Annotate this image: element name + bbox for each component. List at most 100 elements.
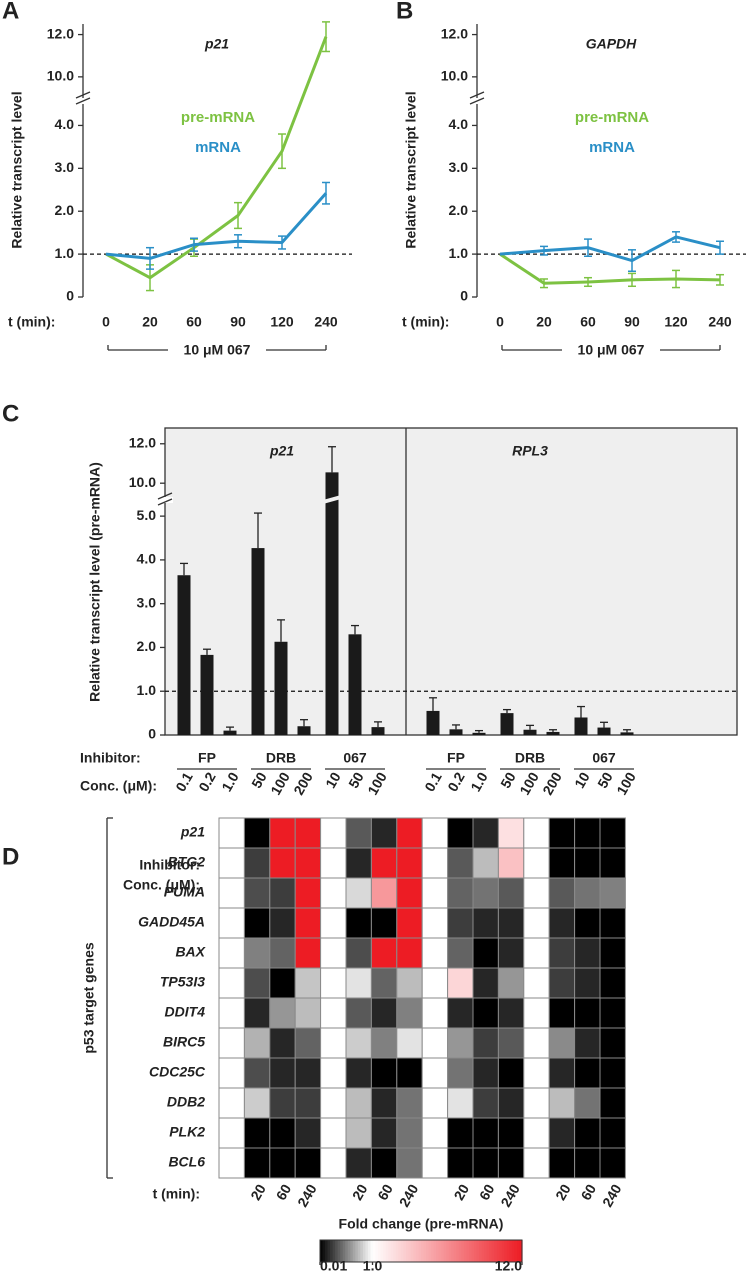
column-label: 240 — [497, 1181, 523, 1209]
category-label: 10 — [571, 769, 593, 791]
heatmap-cell — [243, 847, 271, 879]
bar — [325, 472, 339, 735]
colorbar-segment — [433, 1240, 437, 1262]
colorbar-segment — [367, 1240, 372, 1262]
x-axis-label: t (min): — [153, 1186, 200, 1202]
heatmap-cell — [574, 1147, 601, 1179]
bar — [223, 730, 237, 735]
heatmap-cell — [447, 1147, 474, 1179]
colorbar-segment — [463, 1240, 468, 1262]
heatmap-cell — [497, 817, 525, 849]
colorbar-segment — [491, 1240, 495, 1262]
y-tick-label: 5.0 — [137, 507, 157, 523]
colorbar-segment — [390, 1240, 394, 1262]
bar — [426, 710, 440, 735]
heatmap-cell — [345, 1057, 372, 1089]
heatmap-cell — [548, 907, 576, 939]
heatmap-cell — [599, 1057, 626, 1089]
colorbar-segment — [415, 1240, 420, 1262]
bar — [500, 713, 514, 735]
column-label: 20 — [450, 1181, 472, 1203]
heatmap-cell — [548, 847, 576, 879]
heatmap-cell — [574, 1117, 601, 1149]
series-line — [105, 36, 328, 280]
group-axis-label: Inhibitor: — [80, 750, 141, 766]
heatmap-cell — [294, 1057, 322, 1089]
bar — [620, 732, 634, 735]
row-label: BTG2 — [168, 854, 206, 870]
heatmap-cell — [574, 997, 601, 1029]
group-label: DRB — [515, 750, 545, 766]
heatmap-cell — [269, 1147, 296, 1179]
heatmap-cell — [320, 967, 347, 999]
x-tick-label: 120 — [664, 314, 688, 330]
heatmap-cell — [370, 1087, 398, 1119]
category-label: 1.0 — [467, 769, 491, 794]
category-label: 50 — [345, 769, 367, 791]
column-label: 60 — [577, 1181, 599, 1203]
heatmap-cell — [447, 967, 474, 999]
colorbar-segment — [327, 1240, 331, 1262]
row-label: p21 — [180, 824, 205, 840]
colorbar-segment — [484, 1240, 488, 1262]
heatmap-cell — [218, 997, 245, 1029]
column-label: 60 — [476, 1181, 498, 1203]
heatmap-cell — [218, 967, 245, 999]
bar — [449, 729, 463, 735]
axis-break-gap — [157, 497, 173, 503]
colorbar-tick-label: 12.0 — [495, 1258, 522, 1274]
y-tick-label: 1.0 — [137, 682, 157, 698]
y-tick-label: 4.0 — [55, 116, 75, 132]
heatmap-cell — [574, 847, 601, 879]
colorbar-segment — [413, 1240, 417, 1262]
colorbar-segment — [405, 1240, 409, 1262]
colorbar-segment — [375, 1240, 379, 1262]
heatmap-cell — [599, 847, 626, 879]
colorbar-segment — [383, 1240, 387, 1262]
colorbar-segment — [365, 1240, 369, 1262]
panel-title: RPL3 — [512, 443, 548, 459]
x-axis-label: t (min): — [8, 314, 55, 330]
colorbar-segment — [486, 1240, 490, 1262]
row-group-label: p53 target genes — [81, 942, 97, 1053]
category-label: 0.2 — [444, 769, 468, 794]
heatmap-cell — [574, 937, 601, 969]
heatmap-cell — [497, 967, 525, 999]
heatmap-cell — [421, 847, 449, 879]
heatmap-cell — [472, 1057, 499, 1089]
colorbar-segment — [340, 1240, 344, 1262]
heatmap-cell — [523, 817, 550, 849]
heatmap-cell — [345, 1117, 372, 1149]
heatmap-cell — [269, 817, 296, 849]
heatmap-cell — [294, 937, 322, 969]
colorbar-segment — [438, 1240, 442, 1262]
heatmap-cell — [370, 877, 398, 909]
colorbar-segment — [461, 1240, 465, 1262]
colorbar-segment — [509, 1240, 513, 1262]
x-tick-label: 90 — [230, 314, 246, 330]
y-tick-label: 2.0 — [449, 202, 469, 218]
colorbar-segment — [370, 1240, 374, 1262]
row-label: BIRC5 — [163, 1034, 205, 1050]
category-label: 100 — [267, 769, 293, 797]
colorbar-segment — [499, 1240, 503, 1262]
heatmap-cell — [421, 997, 449, 1029]
y-tick-label: 2.0 — [137, 638, 157, 654]
heatmap-cell — [421, 877, 449, 909]
colorbar-segment — [481, 1240, 485, 1262]
x-tick-label: 20 — [142, 314, 158, 330]
heatmap-cell — [218, 847, 245, 879]
heatmap-cell — [574, 877, 601, 909]
category-label: 0.1 — [172, 769, 196, 794]
category-label: 200 — [290, 769, 316, 797]
heatmap-cell — [370, 817, 398, 849]
category-axis-label: Conc. (μM): — [80, 778, 157, 794]
x-tick-label: 60 — [186, 314, 202, 330]
colorbar-segment — [355, 1240, 359, 1262]
concentration-axis-label: Conc. (μM): — [123, 877, 200, 893]
heatmap-cell — [294, 877, 322, 909]
bar — [274, 641, 288, 735]
heatmap-cell — [447, 937, 474, 969]
heatmap-cell — [447, 997, 474, 1029]
